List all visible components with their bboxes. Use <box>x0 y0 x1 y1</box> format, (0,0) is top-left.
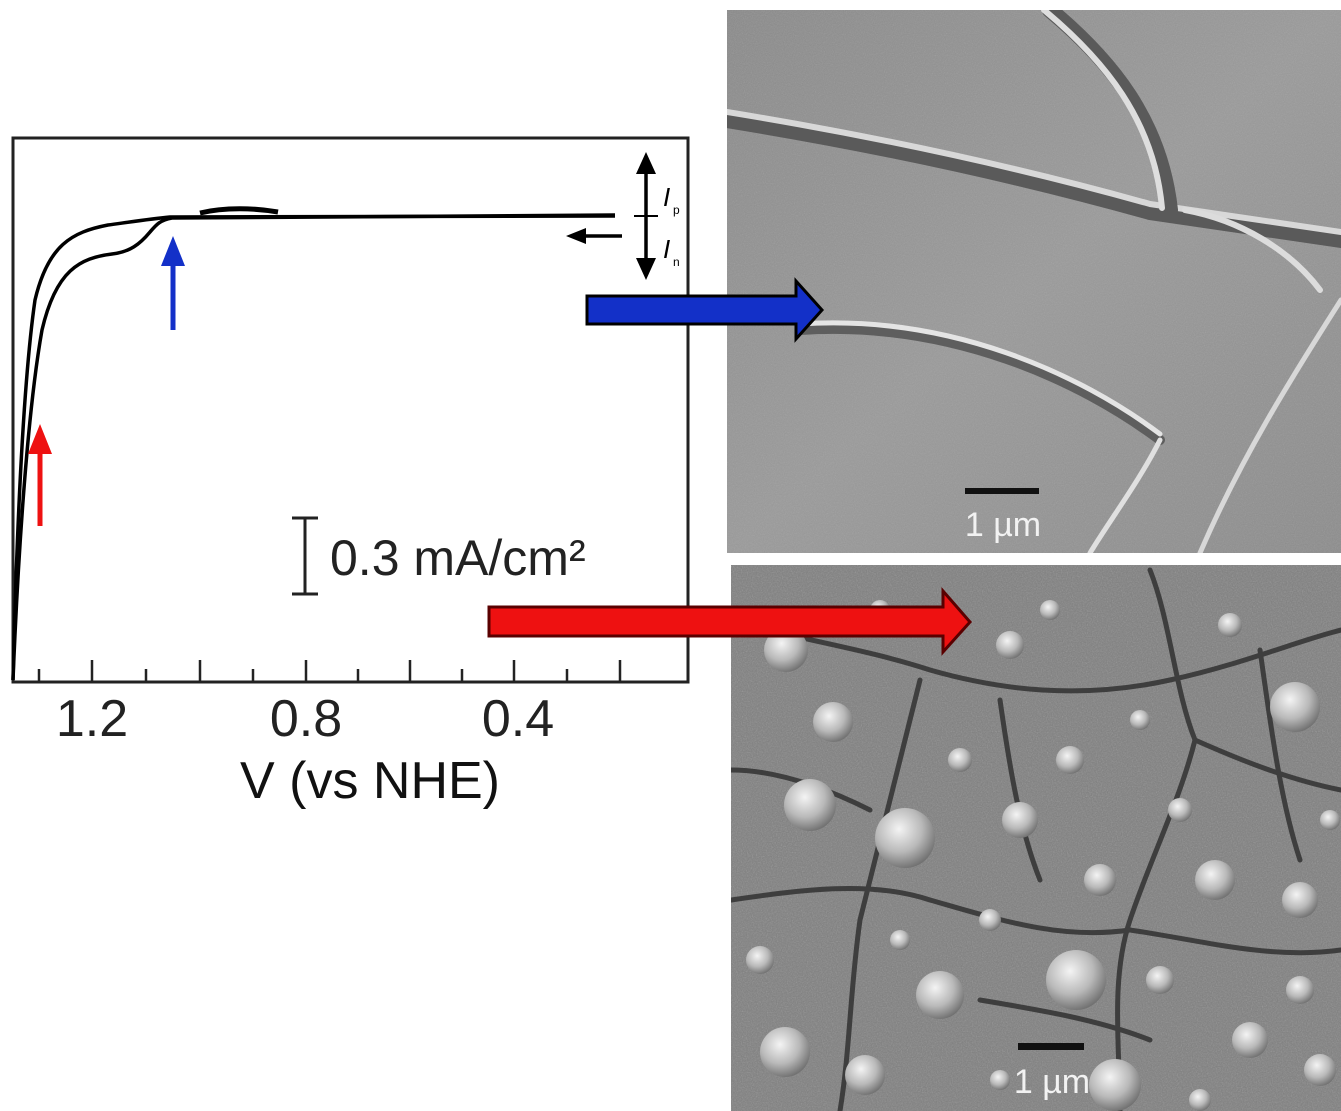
curve-overlap-blob <box>199 206 279 216</box>
sem-top-scale-label: 1 µm <box>965 506 1041 544</box>
current-label-n: I <box>663 234 670 264</box>
x-tick-label: 0.4 <box>482 690 554 748</box>
voltammogram-plot: 1.2 0.8 0.4 V (vs NHE) I p I n <box>11 136 690 810</box>
curve-inner <box>11 213 616 681</box>
current-sub-p: p <box>673 203 680 217</box>
x-tick-label: 1.2 <box>56 690 128 748</box>
red-marker-arrow <box>28 424 52 526</box>
sem-divider <box>727 553 1341 565</box>
red-connector-arrow <box>487 586 973 656</box>
x-tick-label: 0.8 <box>270 690 342 748</box>
sem-top-scale-bar <box>965 488 1039 494</box>
deposit-particles <box>746 600 1340 1111</box>
sem-bottom-scale-label: 1 µm <box>1014 1063 1090 1101</box>
blue-connector-arrow <box>585 277 825 343</box>
x-axis-title: V (vs NHE) <box>240 752 500 810</box>
current-label-p: I <box>663 182 670 212</box>
blue-marker-arrow <box>161 236 185 330</box>
sem-image-top: 1 µm <box>727 10 1341 553</box>
plot-frame <box>11 136 690 684</box>
current-sub-n: n <box>673 255 680 269</box>
x-axis-ticks <box>37 660 622 682</box>
sem-bottom-scale-bar <box>1018 1043 1084 1050</box>
sem-image-bottom: 1 µm <box>731 565 1341 1111</box>
current-indicator: I p I n <box>634 152 680 280</box>
current-scale-bar: 0.3 mA/cm² <box>292 516 586 596</box>
sweep-direction-arrow <box>566 228 622 244</box>
curve-outer <box>11 214 616 681</box>
current-scale-label: 0.3 mA/cm² <box>330 530 586 586</box>
